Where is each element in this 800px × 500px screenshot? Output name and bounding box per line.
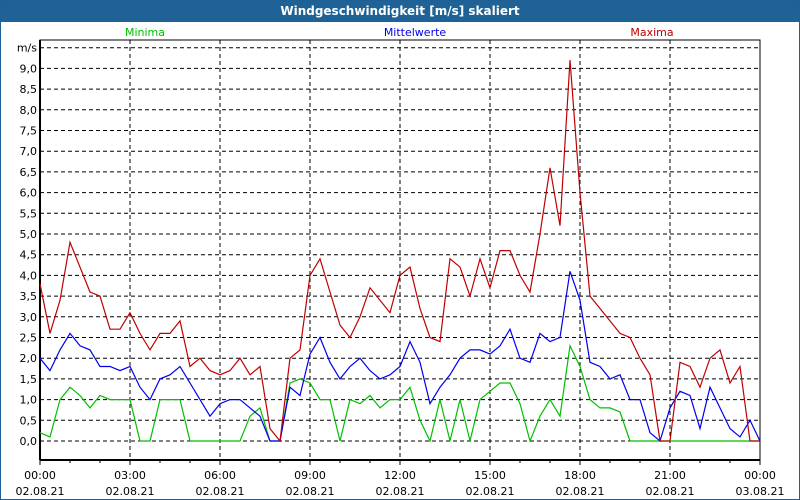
x-tick-time: 12:00: [384, 469, 416, 482]
y-tick-label: 0,5: [20, 414, 38, 427]
y-tick-label: 2,5: [20, 332, 38, 345]
y-tick-label: 4,0: [20, 269, 38, 282]
legend-minima: Minima: [125, 26, 165, 39]
series-line-mittelwerte: [39, 271, 761, 443]
y-tick-label: 6,0: [20, 187, 38, 200]
y-tick-label: 1,0: [20, 394, 38, 407]
x-tick-date: 02.08.21: [106, 485, 155, 498]
y-tick-label: 7,0: [20, 145, 38, 158]
x-tick-time: 06:00: [204, 469, 236, 482]
y-tick-label: 5,5: [20, 207, 38, 220]
series-line-minima: [39, 343, 760, 443]
y-axis-unit: m/s: [17, 42, 37, 55]
y-tick-label: 8,5: [20, 83, 38, 96]
y-tick-label: 7,5: [20, 125, 38, 138]
y-tick-label: 4,5: [20, 249, 38, 262]
x-tick-time: 09:00: [294, 469, 326, 482]
x-tick-date: 02.08.21: [556, 485, 605, 498]
x-tick-date: 02.08.21: [646, 485, 695, 498]
x-tick-date: 02.08.21: [376, 485, 425, 498]
x-tick-time: 00:00: [24, 469, 56, 482]
x-tick-time: 18:00: [564, 469, 596, 482]
y-tick-label: 0,0: [20, 435, 38, 448]
x-tick-time: 15:00: [474, 469, 506, 482]
y-tick-label: 3,0: [20, 311, 38, 324]
legend-mittelwerte: Mittelwerte: [384, 26, 447, 39]
x-tick-date: 02.08.21: [196, 485, 245, 498]
x-tick-date: 02.08.21: [16, 485, 65, 498]
x-tick-time: 00:00: [744, 469, 776, 482]
y-tick-label: 5,0: [20, 228, 38, 241]
y-tick-label: 2,0: [20, 352, 38, 365]
x-tick-date: 02.08.21: [286, 485, 335, 498]
y-tick-label: 3,5: [20, 290, 38, 303]
series-line-maxima: [39, 60, 760, 443]
y-tick-label: 8,0: [20, 104, 38, 117]
window-title: Windgeschwindigkeit [m/s] skaliert: [1, 1, 799, 22]
y-tick-label: 6,5: [20, 166, 38, 179]
legend-maxima: Maxima: [630, 26, 673, 39]
y-tick-label: 9,0: [20, 62, 38, 75]
x-tick-time: 03:00: [114, 469, 146, 482]
x-tick-date: 03.08.21: [736, 485, 785, 498]
y-tick-label: 1,5: [20, 373, 38, 386]
x-tick-time: 21:00: [654, 469, 686, 482]
x-tick-date: 02.08.21: [466, 485, 515, 498]
